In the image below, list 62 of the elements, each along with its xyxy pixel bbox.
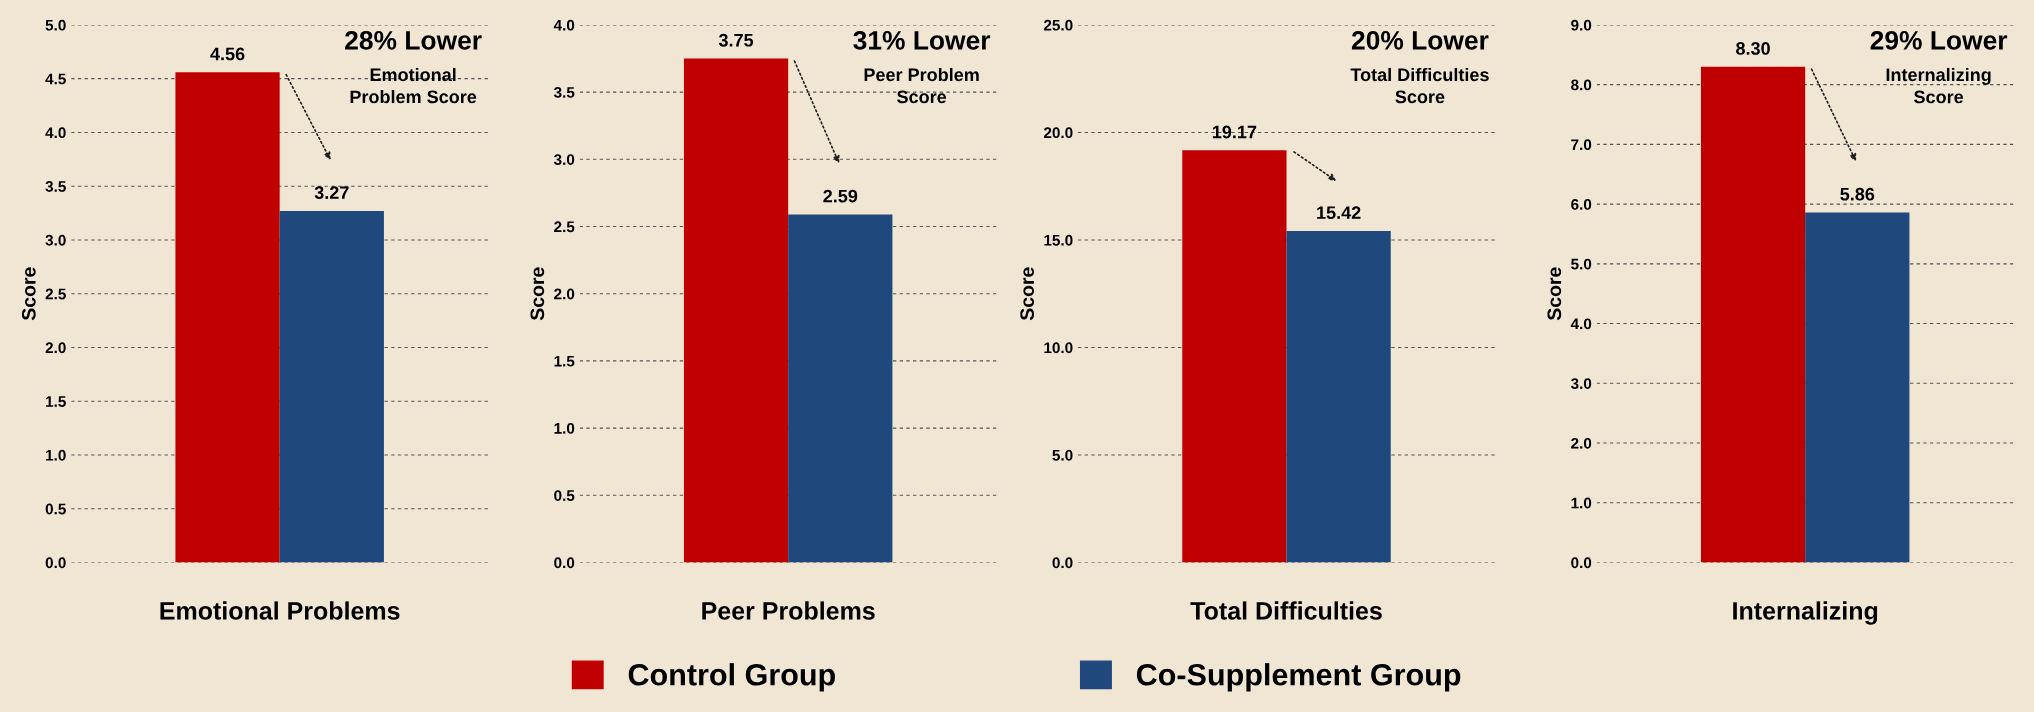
x-tick-label: Emotional Problems: [160, 601, 400, 620]
y-tick-label: 0.0: [554, 557, 575, 569]
y-tick-label: 4.0: [553, 19, 575, 31]
y-tick-label: 6.0: [1571, 198, 1592, 210]
data-label: 5.86: [1840, 187, 1875, 201]
y-tick-label: 7.0: [1571, 139, 1592, 151]
y-tick-label: 3.5: [553, 86, 575, 98]
y-axis-title: Score: [1020, 267, 1035, 321]
y-tick-label: 4.0: [45, 127, 66, 139]
y-tick-label: 1.0: [46, 449, 66, 461]
y-tick-label: 5.0: [45, 19, 66, 31]
y-tick-label: 2.5: [45, 288, 66, 300]
y-axis-title: Score: [1547, 267, 1562, 321]
text: 29% Lower: [1870, 30, 2008, 50]
legend-label: Co-Supplement Group: [1136, 663, 1461, 692]
y-tick-label: 1.5: [46, 396, 66, 407]
y-tick-label: 0.0: [45, 557, 66, 569]
x-tick-label: Peer Problems: [702, 601, 875, 620]
data-label: 4.56: [210, 47, 245, 61]
y-tick-label: 2.0: [45, 342, 66, 354]
y-tick-label: 2.0: [554, 288, 575, 300]
y-tick-label: 2.5: [554, 221, 575, 233]
y-tick-label: 10.0: [1044, 342, 1073, 354]
y-tick-label: 1.5: [554, 355, 575, 367]
text: 31% Lower: [853, 30, 991, 50]
y-tick-label: 5.0: [1571, 258, 1592, 270]
y-tick-label: 5.0: [1052, 449, 1073, 461]
y-tick-label: 25.0: [1043, 19, 1073, 31]
text: 20% Lower: [1351, 30, 1489, 50]
y-tick-label: 20.0: [1043, 127, 1073, 139]
text: Internalizing Score: [1886, 67, 1991, 104]
y-axis-title: Score: [21, 267, 36, 321]
text: 28% Lower: [345, 30, 482, 50]
y-tick-label: 3.0: [553, 154, 575, 166]
y-tick-label: 3.0: [1570, 378, 1592, 389]
data-label: 3.75: [718, 33, 754, 47]
y-tick-label: 4.5: [45, 73, 66, 85]
y-tick-label: 3.5: [45, 181, 66, 192]
text: Peer Problem Score: [864, 67, 979, 104]
y-tick-label: 15.0: [1044, 234, 1073, 246]
y-tick-label: 1.0: [554, 422, 575, 434]
x-tick-label: Internalizing: [1733, 601, 1878, 625]
y-tick-label: 0.0: [1052, 557, 1073, 569]
y-tick-label: 4.0: [1570, 318, 1592, 330]
y-tick-label: 0.0: [1571, 557, 1592, 569]
y-tick-label: 3.0: [45, 234, 66, 246]
y-tick-label: 0.5: [45, 503, 66, 515]
y-tick-label: 8.0: [1571, 79, 1592, 91]
x-tick-label: Total Difficulties: [1190, 601, 1382, 620]
data-label: 19.17: [1212, 125, 1257, 139]
y-tick-label: 9.0: [1571, 19, 1592, 31]
data-label: 8.30: [1736, 42, 1770, 55]
y-axis-title: Score: [530, 267, 545, 321]
y-tick-label: 1.0: [1571, 497, 1592, 509]
text: Emotional Problem Score: [350, 67, 477, 104]
data-label: 3.27: [314, 186, 349, 200]
text: Total Difficulties Score: [1350, 67, 1489, 104]
legend-label: Control Group: [628, 663, 835, 692]
data-label: 15.42: [1317, 206, 1361, 220]
y-tick-label: 0.5: [554, 490, 575, 501]
y-tick-label: 2.0: [1571, 437, 1592, 449]
data-label: 2.59: [823, 189, 858, 203]
